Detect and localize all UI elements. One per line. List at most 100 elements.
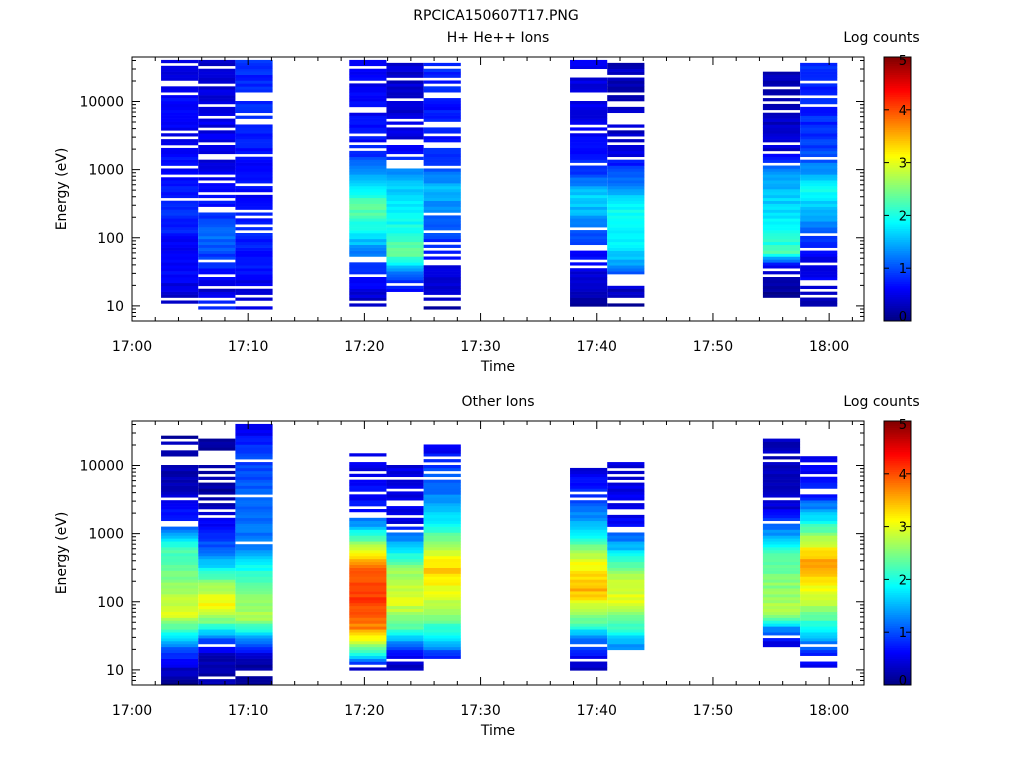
heatmap-cell <box>349 112 387 116</box>
heatmap-cell <box>762 611 801 615</box>
heatmap-cell <box>386 561 424 566</box>
heatmap-cell <box>386 579 424 583</box>
heatmap-cell <box>161 638 199 642</box>
heatmap-cell <box>423 118 461 122</box>
heatmap-cell <box>423 74 461 78</box>
heatmap-cell <box>607 488 645 492</box>
heatmap-cell <box>386 150 424 155</box>
heatmap-column <box>161 59 199 304</box>
heatmap-cell <box>235 68 273 72</box>
colorbar-swatch <box>884 652 911 655</box>
heatmap-cell <box>570 230 608 234</box>
heatmap-cell <box>349 241 387 246</box>
heatmap-cell <box>607 65 645 70</box>
heatmap-cell <box>198 250 236 254</box>
colorbar-swatch <box>884 237 911 240</box>
x-tick-label: 17:50 <box>693 703 733 719</box>
heatmap-cell <box>762 594 801 598</box>
heatmap-cell <box>607 585 645 589</box>
heatmap-cell <box>349 635 387 639</box>
heatmap-cell <box>762 74 801 78</box>
heatmap-cell <box>161 282 199 287</box>
colorbar-swatch <box>884 85 911 89</box>
heatmap-column <box>762 438 801 648</box>
heatmap-cell <box>349 488 387 492</box>
heatmap-cell <box>762 209 801 213</box>
heatmap-cell <box>423 86 461 90</box>
heatmap-cell <box>762 614 801 618</box>
colorbar-swatch <box>884 211 911 214</box>
heatmap-cell <box>762 133 801 137</box>
heatmap-cell <box>570 632 608 636</box>
heatmap-cell <box>607 139 645 143</box>
heatmap-cell <box>349 77 387 81</box>
heatmap-cell <box>349 156 387 160</box>
heatmap-cell <box>161 265 199 269</box>
heatmap-cell <box>607 620 645 624</box>
heatmap-cell <box>386 605 424 610</box>
heatmap-cell <box>161 597 199 601</box>
heatmap-cell <box>349 285 387 290</box>
heatmap-cell <box>198 497 236 501</box>
colorbar-swatch <box>884 579 911 582</box>
heatmap-cell <box>235 579 273 583</box>
heatmap-cell <box>762 277 801 281</box>
heatmap-cell <box>386 585 424 589</box>
heatmap-cell <box>349 617 387 621</box>
heatmap-cell <box>198 186 236 190</box>
heatmap-cell <box>800 570 838 574</box>
heatmap-cell <box>800 136 838 140</box>
heatmap-cell <box>386 133 424 137</box>
colorbar-swatch <box>884 542 911 545</box>
heatmap-cell <box>349 224 387 228</box>
heatmap-cell <box>570 506 608 510</box>
heatmap-cell <box>570 597 608 601</box>
colorbar-swatch <box>884 105 911 108</box>
heatmap-cell <box>161 98 199 102</box>
heatmap-cell <box>235 62 273 67</box>
heatmap-cell <box>607 153 645 158</box>
heatmap-cell <box>423 605 461 610</box>
heatmap-cell <box>235 256 273 260</box>
colorbar-swatch <box>884 445 911 448</box>
heatmap-cell <box>386 244 424 248</box>
heatmap-cell <box>235 597 273 601</box>
heatmap-cell <box>800 142 838 146</box>
heatmap-cell <box>800 115 838 119</box>
heatmap-cell <box>386 130 424 134</box>
heatmap-cell <box>423 200 461 204</box>
heatmap-cell <box>161 541 199 545</box>
heatmap-cell <box>235 599 273 604</box>
heatmap-cell <box>386 238 424 243</box>
heatmap-cell <box>235 632 273 636</box>
heatmap-cell <box>607 558 645 563</box>
heatmap-cell <box>800 194 838 199</box>
colorbar-swatch <box>884 658 911 662</box>
colorbar-swatch <box>884 120 911 124</box>
heatmap-cell <box>161 156 199 160</box>
heatmap-cell <box>607 244 645 248</box>
heatmap-column <box>349 453 387 671</box>
heatmap-cell <box>235 617 273 621</box>
heatmap-cell <box>570 285 608 290</box>
colorbar-swatch <box>884 493 911 497</box>
heatmap-cell <box>161 509 199 513</box>
colorbar-swatch <box>884 318 911 322</box>
colorbar-swatch <box>884 81 911 84</box>
colorbar-swatch <box>884 263 911 267</box>
heatmap-cell <box>349 139 387 143</box>
heatmap-cell <box>386 285 424 290</box>
heatmap-cell <box>570 89 608 93</box>
heatmap-cell <box>161 547 199 551</box>
colorbar-swatch <box>884 555 911 558</box>
heatmap-cell <box>423 535 461 539</box>
heatmap-cell <box>386 65 424 70</box>
heatmap-cell <box>235 658 273 662</box>
colorbar-swatch <box>884 222 911 225</box>
heatmap-cell <box>607 599 645 604</box>
heatmap-cell <box>161 200 199 204</box>
colorbar-swatch <box>884 76 911 80</box>
heatmap-cell <box>762 89 801 93</box>
